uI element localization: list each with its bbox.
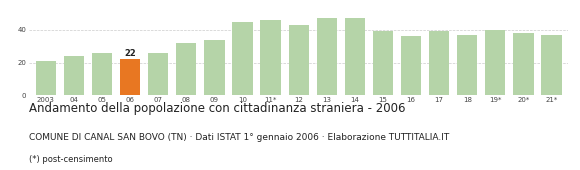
Bar (401, 36, 421, 95)
Bar (542, 35, 561, 95)
Bar (176, 43, 197, 95)
Bar (64, 56, 84, 95)
Text: COMUNE DI CANAL SAN BOVO (TN) · Dati ISTAT 1° gennaio 2006 · Elaborazione TUTTIT: COMUNE DI CANAL SAN BOVO (TN) · Dati IST… (29, 133, 450, 142)
Text: (*) post-censimento: (*) post-censimento (29, 155, 113, 164)
Bar (120, 59, 140, 95)
Bar (373, 31, 393, 95)
Bar (204, 40, 224, 95)
Text: Andamento della popolazione con cittadinanza straniera - 2006: Andamento della popolazione con cittadin… (29, 102, 405, 115)
Bar (457, 35, 477, 95)
Bar (36, 61, 56, 95)
Bar (289, 25, 309, 95)
Bar (233, 22, 253, 95)
Text: 22: 22 (124, 49, 136, 58)
Bar (513, 33, 534, 95)
Bar (485, 30, 506, 95)
Bar (429, 31, 450, 95)
Bar (317, 18, 337, 95)
Bar (92, 53, 112, 95)
Bar (345, 18, 365, 95)
Bar (260, 20, 281, 95)
Bar (148, 53, 168, 95)
